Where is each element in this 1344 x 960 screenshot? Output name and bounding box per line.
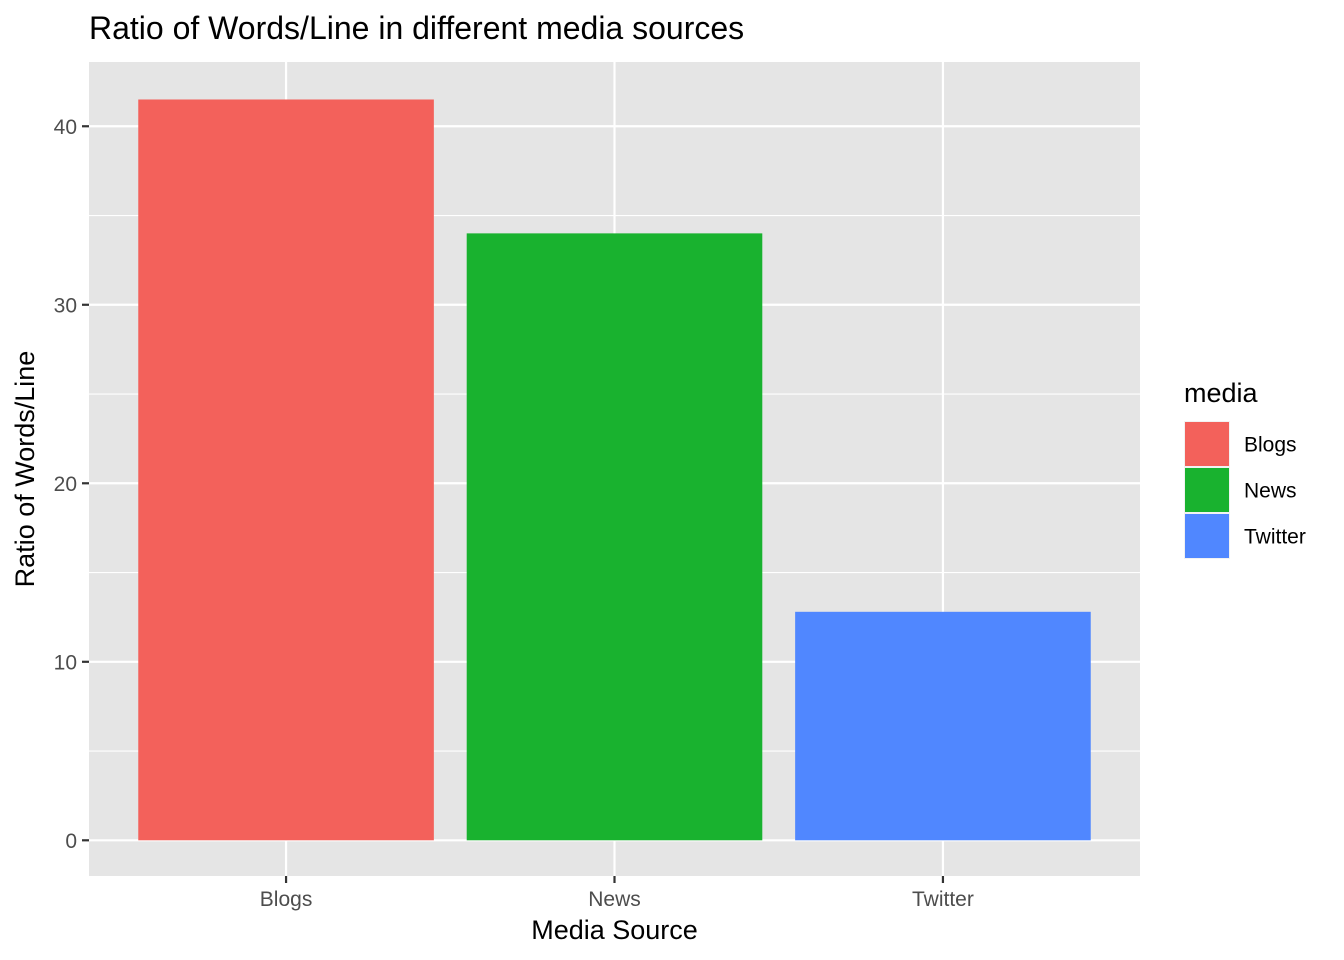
y-tick-label: 10 [54,651,77,674]
legend-label-news: News [1244,480,1297,503]
legend-swatch-news [1185,468,1229,512]
bar-twitter [795,611,1091,841]
legend-entries: Blogs News Twitter [1184,421,1306,559]
x-axis: Blogs News Twitter [260,876,974,911]
y-tick-label: 40 [54,116,77,139]
y-axis: 0 10 20 30 40 [54,116,89,853]
x-axis-title: Media Source [531,915,698,945]
legend-swatch-twitter [1185,514,1229,558]
legend-label-blogs: Blogs [1244,434,1297,457]
bar-blogs [138,99,434,841]
legend-title: media [1184,378,1259,408]
y-tick-label: 30 [54,294,77,317]
bars [138,99,1091,841]
y-tick-label: 20 [54,473,77,496]
y-tick-label: 0 [65,830,77,853]
chart-title: Ratio of Words/Line in different media s… [89,10,744,46]
x-tick-label: Blogs [260,888,313,911]
bar-news [466,233,763,841]
legend: media Blogs News Twitter [1184,378,1306,559]
legend-swatch-blogs [1185,422,1229,466]
legend-label-twitter: Twitter [1244,526,1306,549]
x-tick-label: Twitter [912,888,974,911]
x-tick-label: News [588,888,641,911]
y-axis-title: Ratio of Words/Line [10,351,40,588]
